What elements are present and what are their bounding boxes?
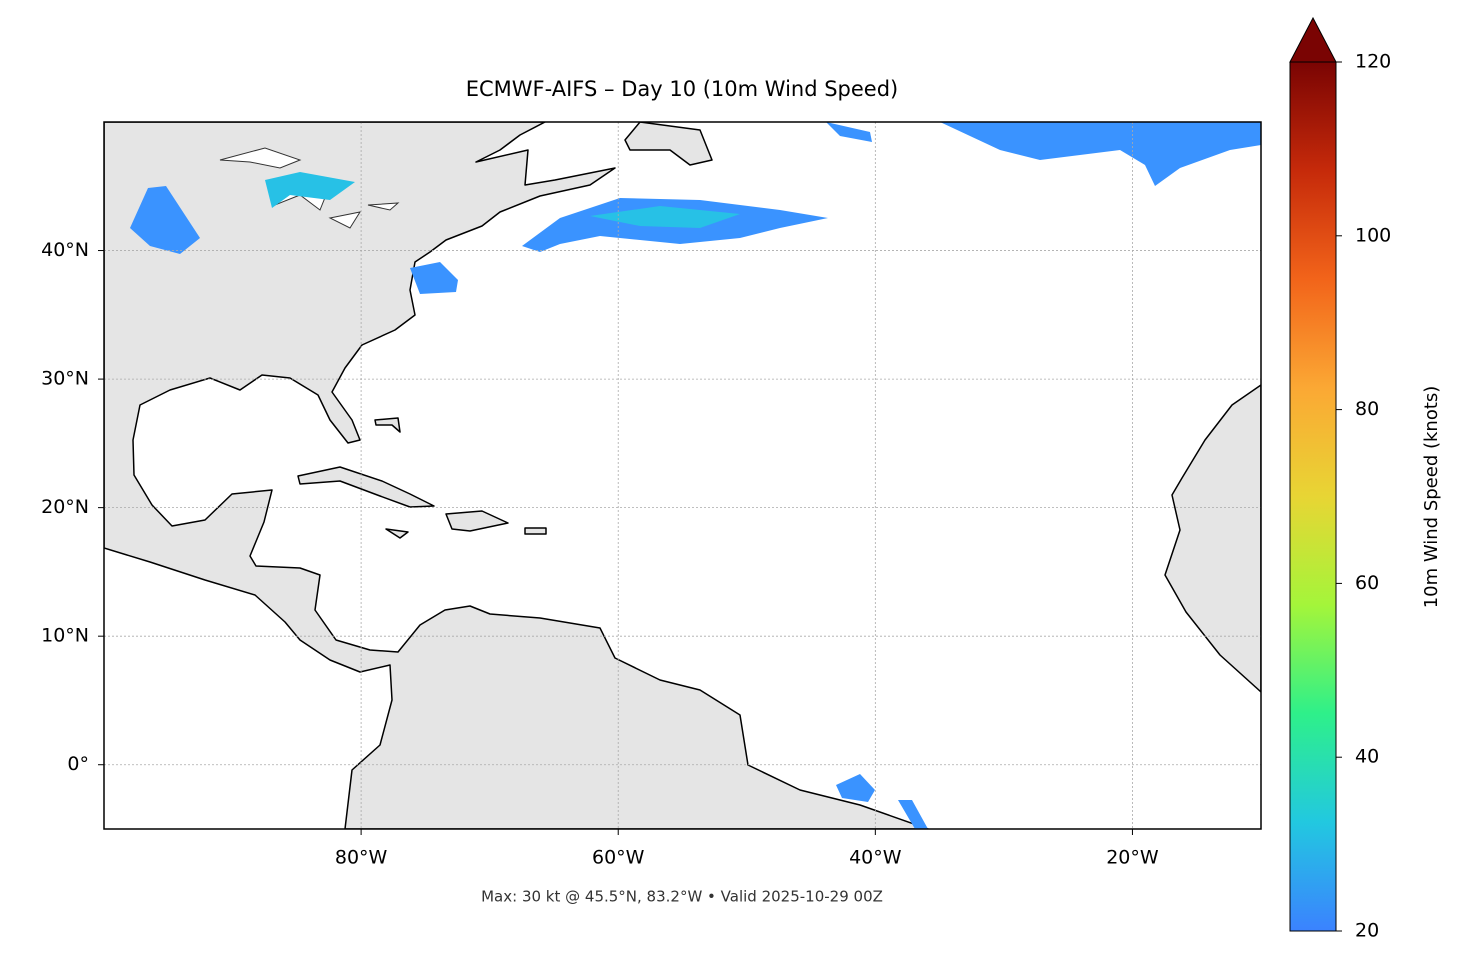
hispaniola [445, 510, 509, 532]
colorbar-label: 10m Wind Speed (knots) [1421, 386, 1442, 609]
y-tick-label: 40°N [41, 239, 89, 261]
colorbar-tick-label: 80 [1355, 398, 1379, 420]
bahamas [374, 417, 401, 433]
wind-swath [410, 262, 458, 294]
map-footnote: Max: 30 kt @ 45.5°N, 83.2°W • Valid 2025… [481, 888, 883, 906]
wind-swath [265, 172, 355, 208]
wind-swath [836, 774, 928, 829]
wind-swath [826, 122, 872, 142]
colorbar-tick-label: 40 [1355, 746, 1379, 768]
y-tick-label: 10°N [41, 625, 89, 647]
map-title: ECMWF-AIFS – Day 10 (10m Wind Speed) [466, 77, 899, 101]
americas [104, 122, 929, 829]
x-tick-label: 60°W [592, 847, 645, 869]
y-tick-label: 20°N [41, 496, 89, 518]
x-tick-label: 40°W [849, 847, 902, 869]
colorbar-tick-label: 100 [1355, 224, 1391, 246]
colorbar-extend-arrow [1289, 16, 1337, 63]
map-frame [103, 121, 1262, 830]
africa [1164, 384, 1261, 693]
colorbar-tick-label: 20 [1355, 920, 1379, 942]
colorbar-tick-label: 60 [1355, 572, 1379, 594]
puerto-rico [524, 527, 547, 535]
gridlines [104, 122, 1261, 829]
wind-swath [590, 206, 740, 228]
x-tick-label: 80°W [335, 847, 388, 869]
newfoundland [624, 122, 713, 166]
wind-swath [940, 122, 1261, 186]
colorbar-tick-label: 120 [1355, 51, 1391, 73]
colorbar [1289, 61, 1337, 932]
y-tick-label: 0° [67, 753, 89, 775]
wind-swath [130, 186, 200, 254]
x-tick-label: 20°W [1106, 847, 1159, 869]
jamaica [385, 528, 409, 539]
y-tick-label: 30°N [41, 368, 89, 390]
map-area [104, 122, 1261, 829]
